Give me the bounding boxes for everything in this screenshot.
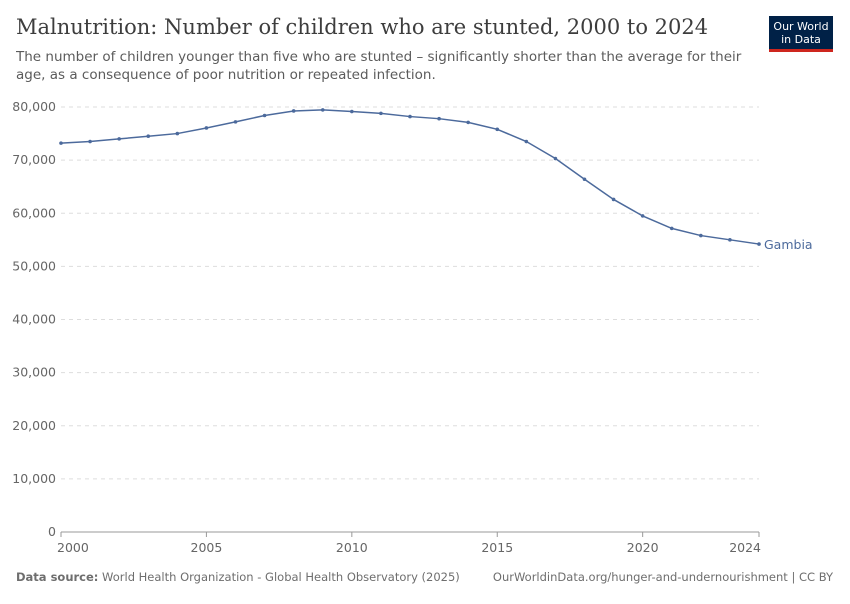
data-point xyxy=(757,242,761,246)
y-tick-label: 60,000 xyxy=(12,205,56,220)
source-label: Data source: xyxy=(16,570,98,584)
source-text: World Health Organization - Global Healt… xyxy=(102,570,460,584)
x-tick-label: 2005 xyxy=(191,540,223,555)
y-tick-label: 20,000 xyxy=(12,418,56,433)
y-tick-label: 40,000 xyxy=(12,312,56,327)
data-point xyxy=(466,120,470,125)
x-tick-label: 2024 xyxy=(729,540,761,555)
data-point xyxy=(728,238,732,242)
data-point xyxy=(320,108,325,112)
y-tick-label: 10,000 xyxy=(12,471,56,486)
data-point xyxy=(669,226,674,231)
data-point xyxy=(291,109,296,113)
source-url: OurWorldinData.org/hunger-and-undernouri… xyxy=(493,570,834,584)
x-tick-label: 2010 xyxy=(336,540,368,555)
source: Data source: World Health Organization -… xyxy=(16,570,460,584)
data-point xyxy=(699,233,703,238)
data-point xyxy=(262,113,267,118)
data-point xyxy=(640,214,645,218)
data-point xyxy=(204,126,209,130)
logo-bg xyxy=(769,16,833,52)
data-point xyxy=(524,139,529,144)
data-point xyxy=(437,116,441,121)
data-point xyxy=(408,114,412,119)
chart-title: Malnutrition: Number of children who are… xyxy=(16,15,708,39)
data-point xyxy=(59,141,63,145)
data-point xyxy=(350,109,354,114)
y-tick-label: 80,000 xyxy=(12,99,56,114)
logo-bar xyxy=(769,49,833,52)
y-tick-label: 30,000 xyxy=(12,365,56,380)
logo-text: in Data xyxy=(781,33,821,46)
x-tick-label: 2015 xyxy=(481,540,513,555)
data-point xyxy=(495,127,500,132)
data-point xyxy=(233,120,238,124)
series-line xyxy=(60,109,760,245)
data-point xyxy=(379,111,383,116)
y-tick-label: 70,000 xyxy=(12,152,56,167)
data-point xyxy=(611,197,616,202)
logo-text: Our World xyxy=(773,20,828,33)
data-point xyxy=(117,137,121,141)
subtitle-box: The number of children younger than five… xyxy=(16,49,742,83)
y-tick-label: 0 xyxy=(48,524,56,539)
data-point xyxy=(582,177,587,182)
data-point xyxy=(553,156,558,161)
data-point xyxy=(146,134,151,139)
data-point xyxy=(88,139,92,144)
chart-subtitle: The number of children younger than five… xyxy=(16,49,742,83)
series-label: Gambia xyxy=(764,237,813,252)
y-tick-label: 50,000 xyxy=(12,258,56,273)
x-tick-label: 2000 xyxy=(57,540,89,555)
x-tick-label: 2020 xyxy=(627,540,659,555)
data-point xyxy=(175,131,180,136)
